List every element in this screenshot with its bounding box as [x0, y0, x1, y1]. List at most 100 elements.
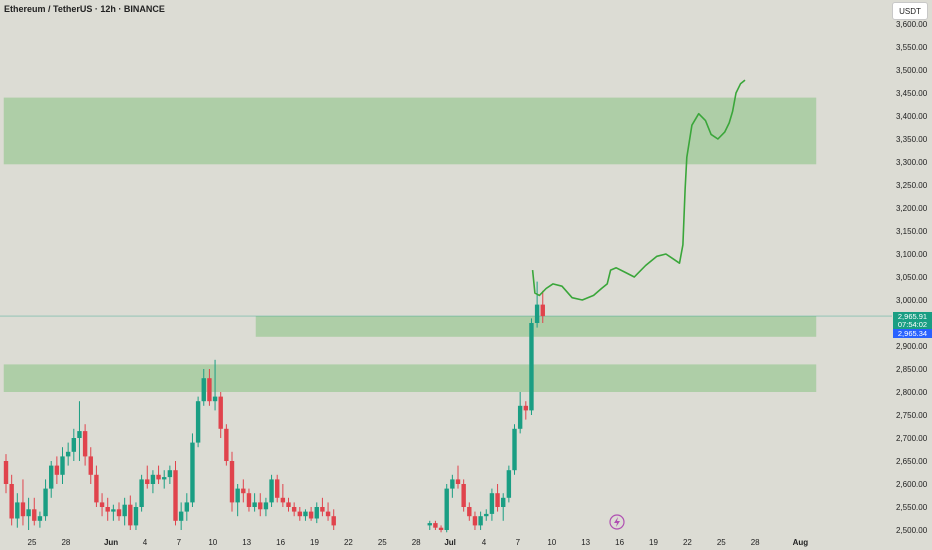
y-tick-label: 3,550.00: [896, 43, 928, 52]
candle-body[interactable]: [65, 451, 71, 457]
candle-body[interactable]: [173, 470, 178, 521]
candle-body[interactable]: [308, 511, 314, 519]
candle-body[interactable]: [320, 507, 325, 512]
candle-body[interactable]: [275, 479, 280, 498]
candle-body[interactable]: [116, 509, 122, 517]
price-zone-2[interactable]: [255, 316, 817, 337]
candle-body[interactable]: [235, 488, 240, 503]
candle-body[interactable]: [212, 396, 218, 402]
candle-body[interactable]: [512, 428, 517, 471]
candle-body[interactable]: [156, 474, 161, 480]
candle-body[interactable]: [94, 474, 99, 503]
candle-body[interactable]: [60, 456, 65, 475]
candle-body[interactable]: [455, 479, 461, 484]
candle-body[interactable]: [252, 502, 257, 507]
candle-body[interactable]: [263, 502, 269, 510]
candle-body[interactable]: [303, 511, 308, 517]
candle-body[interactable]: [43, 488, 48, 517]
candle-body[interactable]: [467, 507, 472, 517]
y-tick-label: 3,600.00: [896, 20, 928, 29]
candle-body[interactable]: [241, 488, 246, 494]
x-tick-label: 13: [581, 538, 590, 547]
candle-body[interactable]: [54, 465, 60, 475]
candle-body[interactable]: [139, 479, 144, 507]
candle-body[interactable]: [26, 509, 31, 517]
candle-body[interactable]: [517, 405, 523, 429]
candle-body[interactable]: [495, 493, 500, 507]
lightning-icon[interactable]: [609, 514, 625, 530]
candle-body[interactable]: [438, 527, 444, 530]
currency-button[interactable]: USDT: [892, 2, 928, 20]
candle-body[interactable]: [128, 504, 133, 526]
price-zone-3[interactable]: [3, 364, 817, 392]
candle-body[interactable]: [224, 428, 229, 461]
candle-body[interactable]: [280, 497, 286, 503]
candle-body[interactable]: [133, 507, 139, 526]
price-zone-1[interactable]: [3, 97, 817, 165]
y-tick-label: 2,900.00: [896, 342, 928, 351]
candle-body[interactable]: [190, 442, 195, 503]
candle-body[interactable]: [229, 461, 235, 503]
x-tick-label: 16: [615, 538, 624, 547]
candle-body[interactable]: [99, 502, 105, 507]
candle-body[interactable]: [258, 502, 263, 510]
candle-body[interactable]: [77, 431, 82, 438]
y-tick-label: 3,000.00: [896, 296, 928, 305]
candle-body[interactable]: [88, 456, 93, 475]
candle-body[interactable]: [82, 431, 88, 457]
candle-body[interactable]: [71, 438, 77, 452]
x-tick-label: 25: [717, 538, 726, 547]
candle-body[interactable]: [162, 477, 167, 480]
candle-body[interactable]: [501, 497, 506, 507]
candle-body[interactable]: [201, 378, 206, 402]
candle-body[interactable]: [195, 401, 201, 443]
candle-body[interactable]: [506, 470, 512, 498]
candle-body[interactable]: [49, 465, 54, 489]
candle-body[interactable]: [207, 378, 212, 402]
last-price-tag: 2,965.91: [893, 312, 932, 321]
candle-body[interactable]: [433, 523, 438, 528]
candle-body[interactable]: [178, 511, 184, 521]
candle-body[interactable]: [291, 507, 297, 512]
x-tick-label: 4: [143, 538, 148, 547]
candle-body[interactable]: [32, 509, 37, 521]
x-tick-label: 22: [683, 538, 692, 547]
candle-body[interactable]: [246, 493, 252, 507]
candle-body[interactable]: [325, 511, 331, 517]
candle-body[interactable]: [105, 507, 110, 512]
candle-body[interactable]: [489, 493, 495, 514]
candle-body[interactable]: [145, 479, 150, 484]
candle-body[interactable]: [3, 461, 9, 484]
x-tick-label: 4: [482, 538, 487, 547]
candle-body[interactable]: [450, 479, 455, 489]
candle-body[interactable]: [122, 504, 127, 517]
candle-body[interactable]: [523, 405, 529, 411]
candle-body[interactable]: [269, 479, 274, 503]
candle-body[interactable]: [184, 502, 190, 512]
candle-body[interactable]: [461, 484, 466, 507]
candle-body[interactable]: [529, 323, 534, 411]
candle-body[interactable]: [167, 470, 173, 478]
candle-body[interactable]: [9, 484, 14, 519]
candle-body[interactable]: [37, 516, 43, 521]
candle-body[interactable]: [472, 516, 478, 526]
candle-body[interactable]: [427, 523, 432, 526]
candle-body[interactable]: [15, 502, 20, 519]
candle-body[interactable]: [314, 507, 319, 519]
candle-body[interactable]: [297, 511, 303, 517]
candle-body[interactable]: [534, 304, 540, 323]
candle-body[interactable]: [150, 474, 156, 484]
candle-body[interactable]: [111, 509, 116, 512]
candle-body[interactable]: [444, 488, 449, 530]
candle-body[interactable]: [484, 513, 489, 517]
candle-body[interactable]: [218, 396, 223, 429]
candle-body[interactable]: [540, 304, 545, 317]
candle-body[interactable]: [286, 502, 291, 507]
candle-body[interactable]: [20, 502, 26, 517]
candle-body[interactable]: [331, 516, 336, 526]
y-tick-label: 2,500.00: [896, 526, 928, 535]
candle-body[interactable]: [478, 516, 483, 526]
countdown-tag: 07:54:02: [893, 320, 932, 329]
